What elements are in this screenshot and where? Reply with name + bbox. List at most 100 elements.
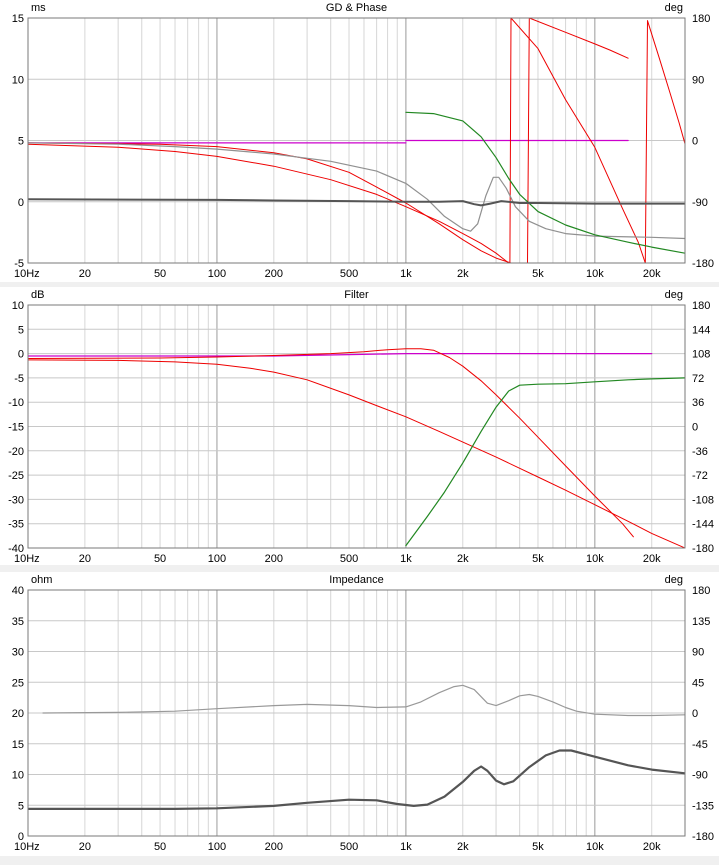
chart1-x-tick-label: 200 [265, 268, 283, 280]
chart2-x-tick-label: 100 [208, 553, 226, 565]
chart3-y-tick-label: 20 [12, 708, 24, 720]
chart2-y-tick-label: -30 [8, 494, 24, 506]
chart3-right-unit: deg [665, 574, 683, 586]
chart3-x-tick-label: 20 [79, 841, 91, 853]
chart3-y2-tick-label: -135 [692, 800, 714, 812]
chart1-x-tick-label: 20 [79, 268, 91, 280]
chart2-x-tick-label: 10k [586, 553, 604, 565]
chart1-x-tick-label: 10k [586, 268, 604, 280]
chart1-x-tick-label: 10Hz [14, 268, 40, 280]
chart2-y2-tick-label: 72 [692, 373, 704, 385]
chart1-series-line-6 [510, 18, 646, 263]
chart2-y-tick-label: 0 [18, 349, 24, 361]
chart2-y2-tick-label: 144 [692, 324, 710, 336]
chart2-x-tick-label: 20k [643, 553, 661, 565]
chart3-x-tick-label: 500 [340, 841, 358, 853]
chart3-y-tick-label: 40 [12, 585, 24, 597]
chart3-x-tick-label: 1k [400, 841, 412, 853]
chart2-y-tick-label: -5 [14, 373, 24, 385]
chart2-y-tick-label: -15 [8, 422, 24, 434]
chart3-y-tick-label: 15 [12, 739, 24, 751]
chart1-y-tick-label: 10 [12, 74, 24, 86]
chart1-series-line-5 [509, 18, 512, 263]
chart3-background [0, 572, 719, 856]
chart2-y2-tick-label: -144 [692, 519, 714, 531]
chart2-y-tick-label: -40 [8, 543, 24, 555]
chart2-x-tick-label: 500 [340, 553, 358, 565]
chart1-x-tick-label: 500 [340, 268, 358, 280]
chart1-title: GD & Phase [326, 2, 387, 14]
chart1-series-line-10 [647, 20, 685, 145]
chart3-left-unit: ohm [31, 574, 52, 586]
chart3-y-tick-label: 10 [12, 770, 24, 782]
chart2-title: Filter [344, 289, 369, 301]
chart3-title: Impedance [329, 574, 383, 586]
chart3-y2-tick-label: 90 [692, 647, 704, 659]
chart2-x-tick-label: 1k [400, 553, 412, 565]
chart2-y2-tick-label: -36 [692, 446, 708, 458]
chart2-grid [27, 304, 686, 549]
chart2-series-group [28, 348, 685, 548]
chart1-series-line-13 [28, 198, 685, 207]
chart3-x-tick-label: 200 [265, 841, 283, 853]
chart3-series-line-1 [42, 684, 685, 717]
chart2-y-tick-label: -10 [8, 397, 24, 409]
chart1-series-line-12 [405, 111, 685, 254]
chart3-plot-frame [27, 589, 686, 837]
chart3-panel: Impedance ohm deg 40 35 30 25 20 15 10 5 0 180 135 90 4… [0, 572, 719, 856]
chart3-y-tick-label: 0 [18, 831, 24, 843]
chart3-x-tick-label: 5k [532, 841, 544, 853]
chart1-plot-frame [27, 17, 686, 264]
chart1-x-tick-label: 5k [532, 268, 544, 280]
chart2-right-unit: deg [665, 289, 683, 301]
chart2-left-unit: dB [31, 289, 44, 301]
chart3-y-tick-label: 25 [12, 677, 24, 689]
chart1-x-tick-label: 50 [154, 268, 166, 280]
chart2-y-tick-label: 10 [12, 300, 24, 312]
chart2-series-line-4 [405, 377, 685, 547]
chart3-y2-tick-label: -180 [692, 831, 714, 843]
chart1-right-unit: deg [665, 2, 683, 14]
chart3-y-tick-label: 30 [12, 647, 24, 659]
chart2-x-tick-label: 50 [154, 553, 166, 565]
chart2-y2-tick-label: -72 [692, 470, 708, 482]
chart1-y-tick-label: -5 [14, 258, 24, 270]
chart1-y-tick-label: 5 [18, 136, 24, 148]
chart3-y2-tick-label: -45 [692, 739, 708, 751]
chart1-x-tick-label: 1k [400, 268, 412, 280]
chart2-series-line-3 [28, 359, 685, 548]
chart2-series-line-2 [28, 348, 634, 538]
chart2-y2-tick-label: -180 [692, 543, 714, 555]
chart1-series-line-8 [528, 18, 629, 59]
chart2-x-tick-label: 200 [265, 553, 283, 565]
chart3-x-tick-label: 2k [457, 841, 469, 853]
chart1-x-tick-label: 100 [208, 268, 226, 280]
chart2-y-tick-label: 5 [18, 324, 24, 336]
chart2-y2-tick-label: 108 [692, 349, 710, 361]
chart2-y2-tick-label: 36 [692, 397, 704, 409]
chart1-y2-tick-label: -90 [692, 197, 708, 209]
chart3-y2-tick-label: 45 [692, 677, 704, 689]
chart3-x-tick-label: 100 [208, 841, 226, 853]
chart3-y2-tick-label: 135 [692, 616, 710, 628]
chart1-y-tick-label: 0 [18, 197, 24, 209]
chart1-series-line-7 [527, 18, 530, 263]
chart3-y-tick-label: 5 [18, 800, 24, 812]
chart2-y-tick-label: -35 [8, 519, 24, 531]
chart2-plot-frame [27, 304, 686, 549]
chart3-y2-tick-label: -90 [692, 770, 708, 782]
chart3-y-tick-label: 35 [12, 616, 24, 628]
chart3-x-tick-label: 20k [643, 841, 661, 853]
chart2-x-tick-label: 10Hz [14, 553, 40, 565]
chart1-y2-tick-label: 0 [692, 136, 698, 148]
chart1-series-line-3 [28, 143, 510, 263]
chart2-y-tick-label: -20 [8, 446, 24, 458]
chart1-y2-tick-label: 180 [692, 13, 710, 25]
chart3-y2-tick-label: 180 [692, 585, 710, 597]
chart2-y2-tick-label: 0 [692, 422, 698, 434]
chart2-x-tick-label: 5k [532, 553, 544, 565]
chart1-x-tick-label: 20k [643, 268, 661, 280]
chart3-y2-tick-label: 0 [692, 708, 698, 720]
